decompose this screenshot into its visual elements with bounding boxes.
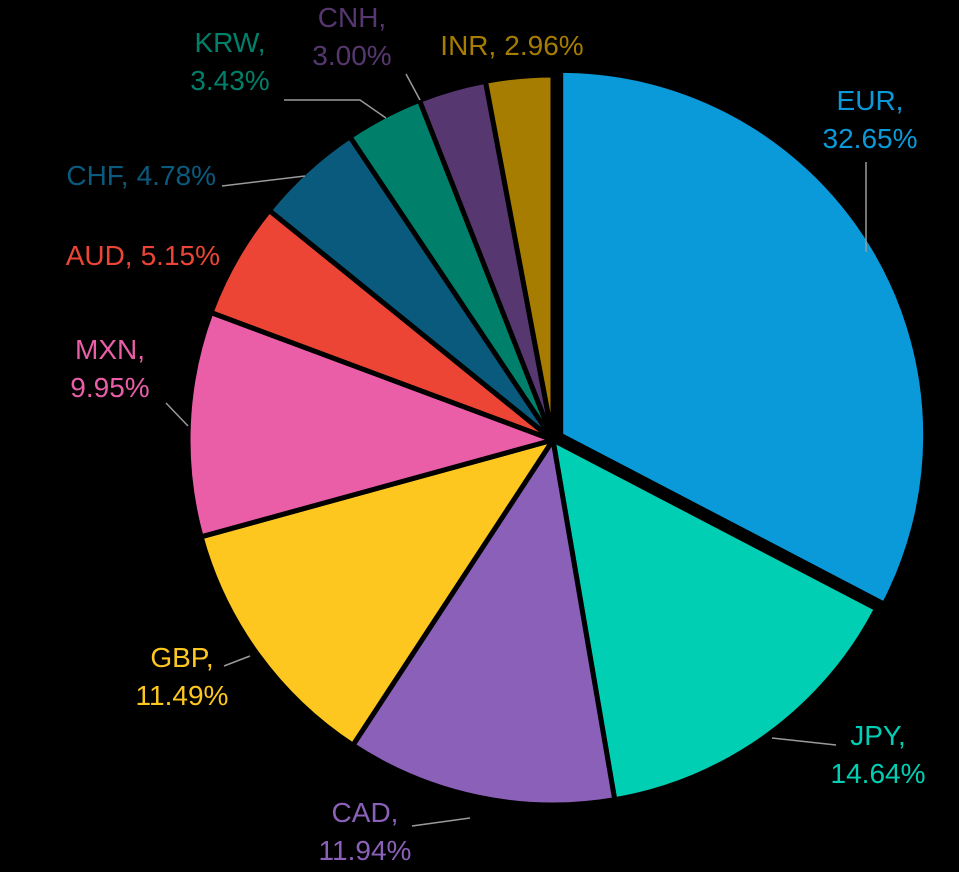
label-category: EUR, [837, 85, 904, 116]
pie-slice [185, 310, 556, 540]
slice-label: CAD, 11.94% [319, 797, 412, 866]
leader-line [771, 737, 837, 746]
slice-label: JPY, 14.64% [831, 720, 926, 789]
label-value: 3.00% [312, 40, 391, 71]
label-category: GBP, [150, 642, 213, 673]
label-value: 3.43% [190, 65, 269, 96]
label-value: 14.64% [831, 758, 926, 789]
slice-label: AUD, 5.15% [66, 240, 220, 271]
pie-slice [550, 437, 880, 803]
pie-slice [350, 437, 618, 808]
leader-line [284, 99, 387, 119]
leader-line [221, 175, 306, 187]
label-category: AUD, [66, 240, 133, 271]
label-category: CNH, [318, 2, 386, 33]
slice-label: MXN, 9.95% [70, 334, 149, 403]
leader-line [223, 655, 251, 667]
label-category: CHF, [66, 160, 128, 191]
label-category: KRW, [194, 27, 265, 58]
leader-line [405, 73, 421, 101]
label-category: CAD, [332, 797, 399, 828]
label-value: 32.65% [823, 123, 918, 154]
label-category: JPY, [850, 720, 906, 751]
pie-slice [483, 72, 556, 443]
slice-label: CHF, 4.78% [66, 160, 216, 191]
label-value: 11.94% [319, 835, 412, 866]
label-value: 9.95% [70, 372, 149, 403]
slice-label: KRW, 3.43% [190, 27, 269, 96]
slice-label: INR, 2.96% [440, 30, 583, 61]
slice-label: EUR, 32.65% [823, 85, 918, 154]
label-value: 2.96% [504, 30, 583, 61]
label-category: MXN, [75, 334, 145, 365]
slice-label: GBP, 11.49% [136, 642, 229, 711]
slice-label: CNH, 3.00% [312, 2, 391, 71]
label-value: 4.78% [137, 160, 216, 191]
label-value: 5.15% [141, 240, 220, 271]
label-category: INR, [440, 30, 496, 61]
leader-line [411, 817, 471, 827]
pie-slice [558, 67, 929, 607]
pie-slice [198, 437, 556, 748]
label-value: 11.49% [136, 680, 229, 711]
leader-line [165, 402, 189, 427]
